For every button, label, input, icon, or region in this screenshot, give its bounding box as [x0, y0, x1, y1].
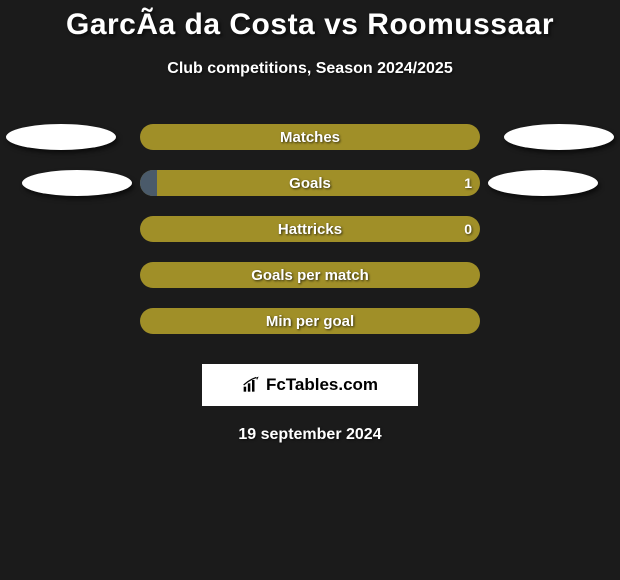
stat-bar: Goals1	[140, 170, 480, 196]
chart-icon	[242, 376, 262, 394]
stat-bar: Matches	[140, 124, 480, 150]
stat-value-right: 1	[464, 170, 472, 196]
decorative-ellipse	[488, 170, 598, 196]
logo-box: FcTables.com	[202, 364, 418, 406]
stats-rows: Matches Goals1 Hattricks0 Goals per match Mi…	[0, 114, 620, 344]
stat-value-right: 0	[464, 216, 472, 242]
stat-bar: Hattricks0	[140, 216, 480, 242]
date-label: 19 september 2024	[0, 426, 620, 444]
page-subtitle: Club competitions, Season 2024/2025	[0, 60, 620, 78]
decorative-ellipse	[22, 170, 132, 196]
decorative-ellipse	[6, 124, 116, 150]
stat-bar: Min per goal	[140, 308, 480, 334]
logo-text: FcTables.com	[266, 375, 378, 395]
page-title: GarcÃ­a da Costa vs Roomussaar	[0, 0, 620, 42]
decorative-ellipse	[504, 124, 614, 150]
stat-row: Goals per match	[0, 252, 620, 298]
stat-row: Hattricks0	[0, 206, 620, 252]
stat-row: Min per goal	[0, 298, 620, 344]
stat-bar: Goals per match	[140, 262, 480, 288]
